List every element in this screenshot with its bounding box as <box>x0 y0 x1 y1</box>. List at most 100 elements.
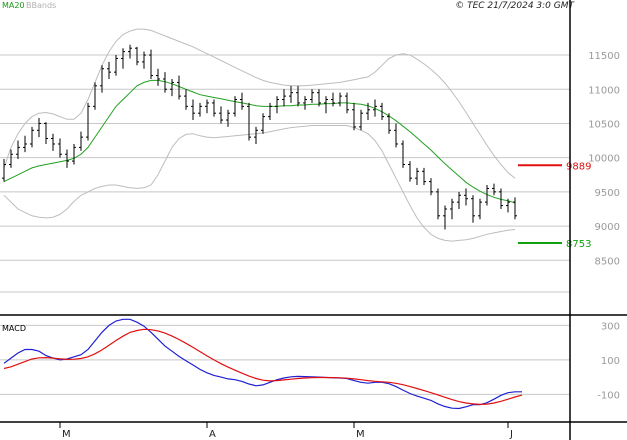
ohlc-bar <box>23 135 27 153</box>
price-tick-label: 11000 <box>588 85 620 96</box>
ohlc-bar <box>86 102 90 141</box>
ohlc-bar <box>464 188 468 206</box>
ohlc-bar <box>282 89 286 107</box>
ohlc-bar <box>408 161 412 182</box>
month-label: M <box>62 429 71 440</box>
ohlc-bar <box>72 143 76 165</box>
month-axis: MAMJJ <box>59 422 513 440</box>
ohlc-bar <box>303 96 307 110</box>
month-label: M <box>356 429 365 440</box>
ohlc-bar <box>373 99 377 117</box>
ohlc-bar <box>149 49 153 79</box>
legend-bbands: BBands <box>26 1 56 10</box>
ohlc-bar <box>513 197 517 220</box>
ohlc-bar <box>247 102 251 141</box>
ohlc-bar <box>450 198 454 220</box>
ohlc-bar <box>233 96 237 117</box>
ohlc-bar <box>345 92 349 114</box>
ohlc-bar <box>485 185 489 206</box>
ohlc-bar <box>254 126 258 144</box>
ohlc-bar <box>114 55 118 76</box>
month-label: J <box>509 429 513 440</box>
ohlc-bar <box>240 92 244 110</box>
ohlc-bar <box>9 149 13 168</box>
ohlc-bar <box>212 99 216 117</box>
ohlc-bar <box>457 191 461 209</box>
ohlc-bar <box>296 85 300 107</box>
legend-ma20: MA20 <box>2 1 25 10</box>
bb-upper-line <box>3 28 516 179</box>
ohlc-bar <box>275 96 279 114</box>
ohlc-bar <box>121 48 125 69</box>
ohlc-bar <box>219 106 223 124</box>
macd-tick-label: -100 <box>597 390 620 401</box>
price-tick-label: 10500 <box>588 119 620 130</box>
ohlc-bar <box>443 205 447 230</box>
ohlc-bar <box>310 89 314 103</box>
ohlc-bar <box>401 140 405 168</box>
ohlc-bar <box>79 131 83 151</box>
ohlc-bar <box>2 159 6 182</box>
price-tick-label: 11500 <box>588 51 620 62</box>
ohlc-bar <box>184 89 188 110</box>
price-tick-label: 10000 <box>588 154 620 165</box>
ohlc-bar <box>107 61 111 79</box>
ohlc-bar <box>51 133 55 151</box>
ohlc-bar <box>331 92 335 107</box>
price-tick-label: 9000 <box>595 222 620 233</box>
resistance-label: 9889 <box>566 161 591 172</box>
month-label: A <box>209 429 216 440</box>
ohlc-bar <box>499 188 503 209</box>
ohlc-bar <box>380 102 384 121</box>
ohlc-bar <box>30 126 34 148</box>
ohlc-bar <box>359 109 363 131</box>
ohlc-bar <box>191 99 195 121</box>
ohlc-bar <box>471 195 475 223</box>
ohlc-bar <box>366 102 370 121</box>
ohlc-bar <box>317 89 321 107</box>
bollinger-bands <box>3 28 516 242</box>
macd-tick-label: 300 <box>601 321 620 332</box>
price-axis-labels: 11500 11000 10500 10000 9500 9000 8500 <box>588 51 620 267</box>
ohlc-bar <box>128 44 132 59</box>
ohlc-bar <box>37 117 41 138</box>
ohlc-bar <box>198 102 202 117</box>
ohlc-bar <box>65 149 69 168</box>
macd-axis-labels: 300 100 -100 <box>597 321 620 401</box>
ohlc-bar <box>506 198 510 213</box>
ohlc-bar <box>289 85 293 103</box>
macd-tick-label: 100 <box>601 356 620 367</box>
price-bars <box>2 44 517 230</box>
ma20-series <box>3 79 516 204</box>
ohlc-bar <box>58 138 62 158</box>
macd-series-signal <box>3 328 523 406</box>
ohlc-bar <box>436 188 440 220</box>
ohlc-bar <box>415 167 419 186</box>
copyright-text: © TEC 21/7/2024 3:0 GMT <box>455 1 575 11</box>
macd-series-macd <box>3 318 522 410</box>
ohlc-bar <box>478 198 482 220</box>
ohlc-bar <box>205 99 209 114</box>
ohlc-bar <box>142 51 146 69</box>
ohlc-bar <box>492 183 496 196</box>
macd-grid <box>0 324 570 395</box>
ohlc-bar <box>387 113 391 134</box>
ohlc-bar <box>422 167 426 186</box>
ma20-line <box>3 79 516 204</box>
macd-lines <box>3 318 523 410</box>
ohlc-bar <box>429 178 433 196</box>
price-tick-label: 8500 <box>595 256 620 267</box>
support-resistance-levels: 9889 8753 <box>518 161 591 250</box>
ohlc-bar <box>16 140 20 160</box>
ohlc-bar <box>100 65 104 93</box>
bb-lower-line <box>3 125 516 242</box>
macd-title: MACD <box>2 324 26 333</box>
support-label: 8753 <box>566 239 591 250</box>
price-tick-label: 9500 <box>595 188 620 199</box>
ohlc-bar <box>177 75 181 100</box>
ohlc-bar <box>338 92 342 107</box>
ohlc-bar <box>93 82 97 110</box>
ohlc-bar <box>163 72 167 93</box>
ohlc-bar <box>135 46 139 66</box>
